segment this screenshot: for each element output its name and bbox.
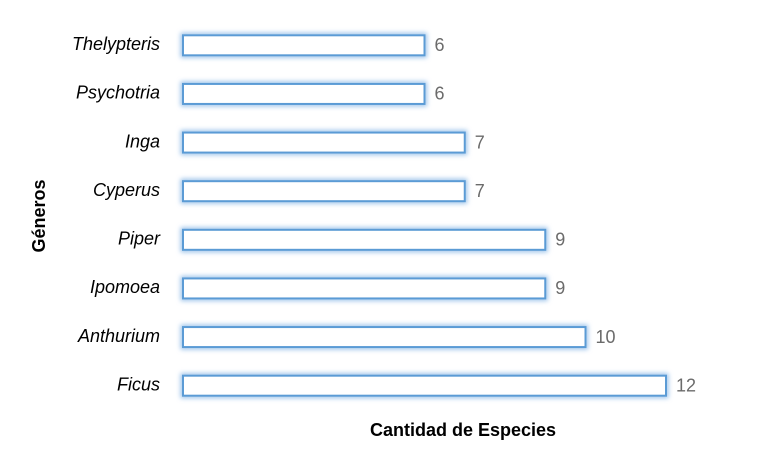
y-tick-label: Thelypteris [72, 34, 160, 54]
bar [182, 228, 547, 251]
bar [182, 326, 587, 349]
value-label: 7 [475, 181, 485, 201]
x-axis-title: Cantidad de Especies [370, 420, 556, 440]
value-label: 6 [435, 35, 445, 55]
y-tick-label: Ficus [117, 374, 160, 394]
bar [182, 277, 547, 300]
y-tick-label: Inga [125, 131, 160, 151]
bar [182, 34, 426, 57]
bar [182, 180, 466, 203]
y-tick-label: Piper [118, 229, 161, 249]
bar [182, 131, 466, 154]
value-label: 7 [475, 132, 485, 152]
value-label: 10 [596, 327, 616, 347]
value-label: 12 [676, 375, 696, 395]
value-label: 9 [555, 278, 565, 298]
y-tick-label: Cyperus [93, 180, 160, 200]
y-axis-title: Géneros [29, 179, 49, 252]
y-tick-label: Psychotria [76, 83, 160, 103]
y-tick-label: Ipomoea [90, 277, 160, 297]
bar [182, 374, 667, 397]
y-tick-label: Anthurium [77, 326, 160, 346]
value-label: 9 [555, 230, 565, 250]
bar [182, 82, 426, 105]
value-label: 6 [435, 84, 445, 104]
